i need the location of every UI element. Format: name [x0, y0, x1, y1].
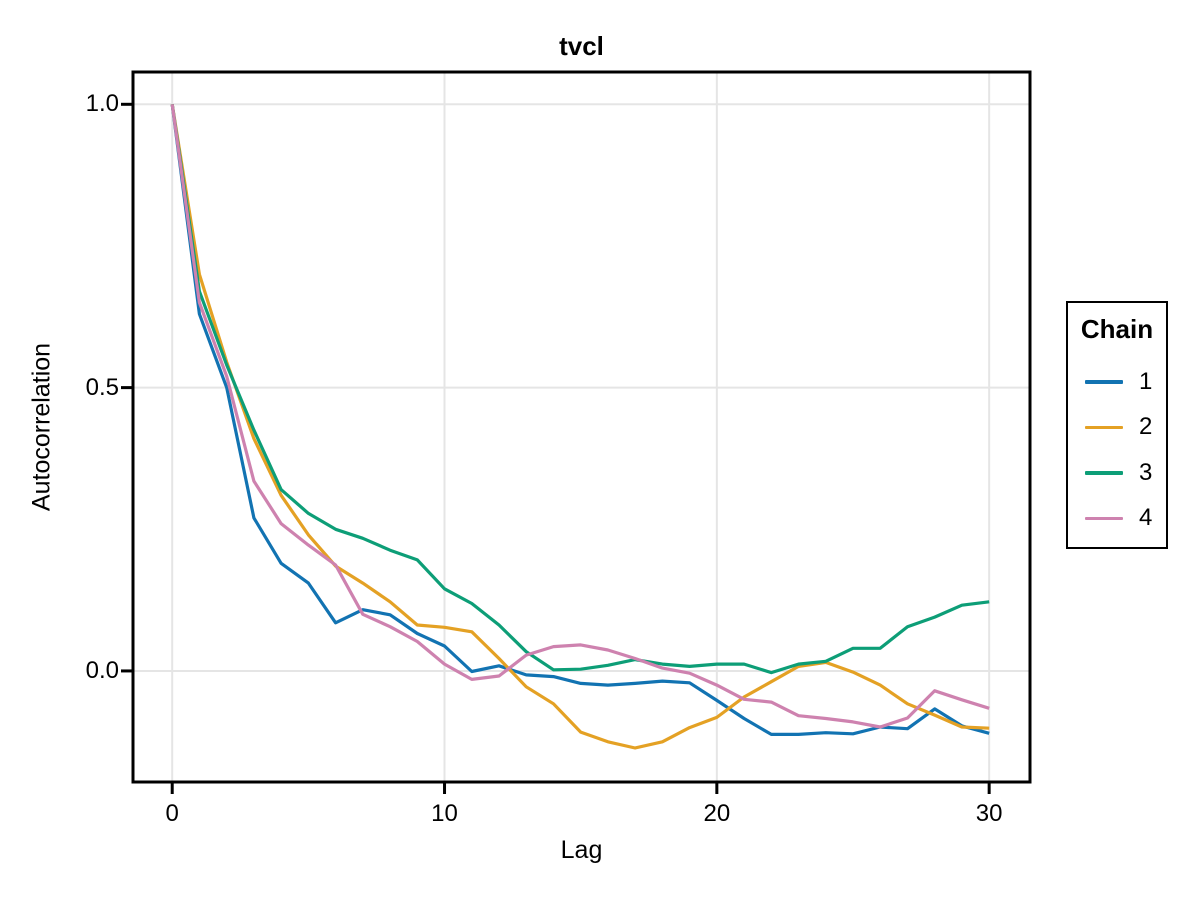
series-line-chain-4	[170, 104, 990, 729]
series-line-chain-1	[170, 104, 990, 737]
legend-entry-chain-4: 4	[1068, 496, 1166, 542]
y-tick-label: 0.0	[85, 656, 119, 684]
series-line-chain-3	[170, 104, 990, 675]
series-line-chain-2	[170, 104, 990, 750]
legend-entry-chain-2: 2	[1068, 405, 1166, 451]
y-tick-label: 0.5	[85, 373, 119, 401]
y-axis-label: Autocorrelation	[27, 342, 56, 512]
legend-title: Chain	[1080, 314, 1154, 344]
legend-line-swatch	[1085, 425, 1123, 429]
legend-entries: 1 2 3 4	[1068, 359, 1166, 541]
legend-entry-chain-3: 3	[1068, 450, 1166, 496]
legend-entry-label: 3	[1139, 458, 1153, 486]
x-tick-label: 10	[431, 800, 458, 827]
page-title: tvcl	[559, 31, 604, 61]
legend: Chain 1 2 3 4	[1066, 301, 1168, 549]
legend-entry-label: 2	[1139, 413, 1153, 441]
legend-line-swatch	[1085, 516, 1123, 520]
legend-line-swatch	[1085, 471, 1123, 475]
legend-entry-label: 4	[1139, 504, 1153, 532]
legend-entry-label: 1	[1139, 367, 1153, 395]
x-axis-label: Lag	[560, 836, 603, 864]
legend-line-swatch	[1085, 380, 1123, 384]
x-tick-label: 30	[975, 800, 1003, 827]
legend-entry-chain-1: 1	[1068, 359, 1166, 405]
y-tick-label: 1.0	[85, 90, 119, 118]
plot-frame	[131, 70, 1032, 784]
x-tick-label: 20	[703, 800, 731, 827]
x-tick-label: 0	[165, 800, 179, 827]
